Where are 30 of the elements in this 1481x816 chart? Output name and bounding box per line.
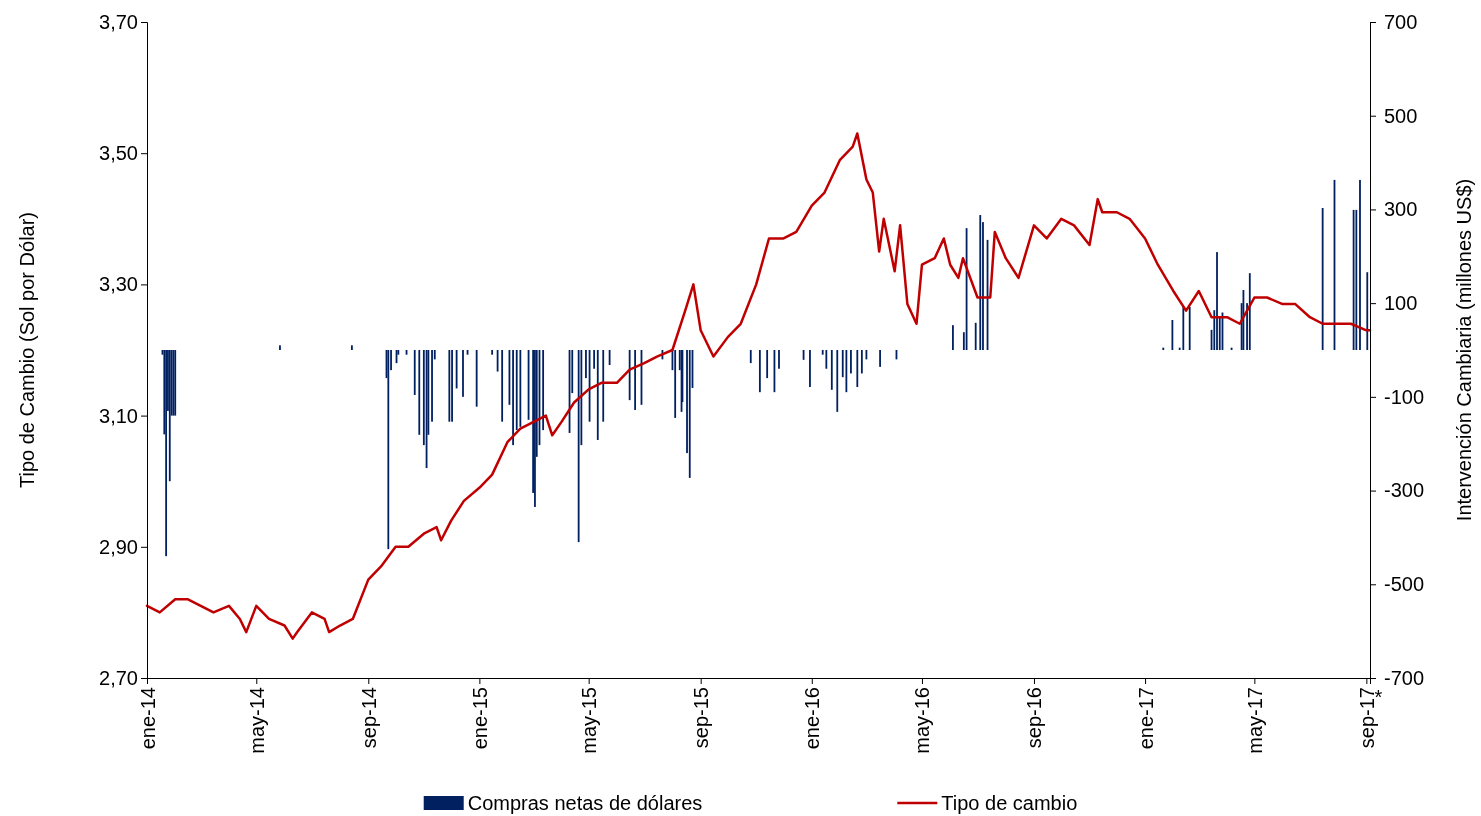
line-series — [145, 132, 1372, 640]
y2-axis-title: Intervención Cambiaria (millones US$) — [1453, 178, 1475, 522]
y-tick-label: 3,70 — [99, 10, 138, 33]
y2-tick-label: 300 — [1384, 198, 1418, 221]
x-tick-label: may-17 — [1243, 687, 1266, 754]
y-tick-label: 3,10 — [99, 404, 138, 427]
y2-tick-label: 500 — [1384, 104, 1418, 127]
y-tick-label: 2,70 — [99, 666, 138, 689]
legend-label: Tipo de cambio — [941, 792, 1078, 814]
y-axis-title: Tipo de Cambio (Sol por Dólar) — [16, 211, 38, 489]
y2-tick-label: -100 — [1384, 385, 1425, 408]
y2-tick-label: 700 — [1384, 10, 1418, 33]
x-tick-label: ene-16 — [801, 687, 824, 750]
x-tick-label: may-14 — [245, 687, 268, 754]
x-tick-label: may-16 — [911, 687, 934, 754]
y2-tick-label: -700 — [1384, 666, 1425, 689]
x-tick-label: sep-16 — [1023, 687, 1046, 749]
x-tick-label: sep-14 — [357, 687, 380, 749]
x-tick-label: ene-14 — [136, 687, 159, 750]
y2-tick-label: -300 — [1384, 479, 1425, 502]
legend-label: Compras netas de dólares — [467, 792, 703, 814]
x-tick-label: ene-17 — [1134, 687, 1157, 750]
x-tick-label: sep-15 — [690, 687, 713, 749]
y2-tick-label: 100 — [1384, 292, 1418, 315]
y-tick-label: 2,90 — [99, 535, 138, 558]
y-tick-label: 3,50 — [99, 142, 138, 165]
x-tick-label: ene-15 — [468, 687, 491, 750]
y-tick-label: 3,30 — [99, 273, 138, 296]
y2-tick-label: -500 — [1384, 573, 1425, 596]
x-tick-label: may-15 — [578, 687, 601, 754]
